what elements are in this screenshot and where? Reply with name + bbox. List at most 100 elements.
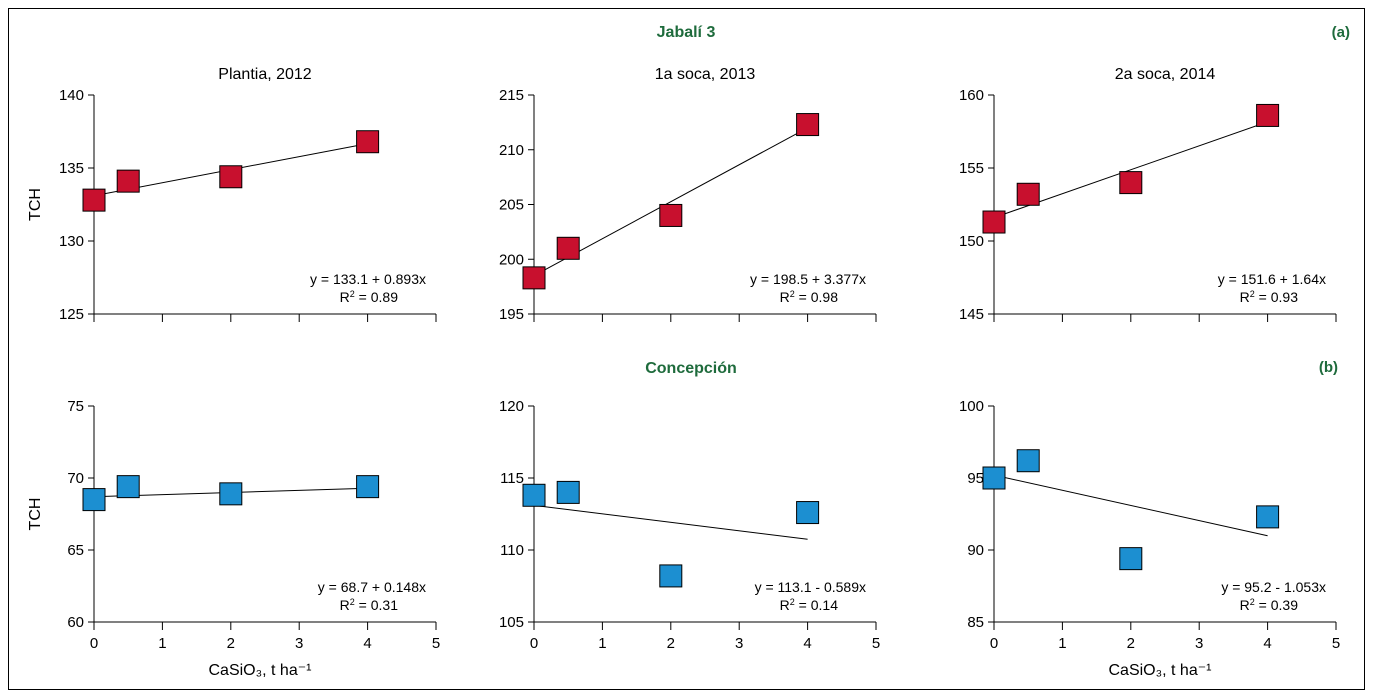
regression-equation: y = 133.1 + 0.893x bbox=[310, 271, 426, 287]
x-axis-label: CaSiO₃, t ha⁻¹ bbox=[209, 662, 312, 679]
data-point bbox=[556, 236, 580, 260]
panel-title: 2a soca, 2014 bbox=[1115, 66, 1216, 83]
x-tick-label: 4 bbox=[803, 635, 811, 652]
group-letter-a: (a) bbox=[1332, 24, 1350, 41]
regression-equation: y = 151.6 + 1.64x bbox=[1218, 271, 1326, 287]
r-squared-label: R2 = 0.89 bbox=[340, 289, 399, 305]
chart-panel-6: 85 90 95 100 0 1 2 3 4 5 CaSiO₃, t ha⁻¹ y = 95.2 - … bbox=[959, 398, 1340, 679]
chart-panel-2: 195 200 205 210 215 1a soca, 2013 y = 198.5 + … bbox=[499, 66, 877, 323]
data-point bbox=[796, 501, 820, 525]
y-tick-label: 195 bbox=[499, 306, 524, 323]
x-tick-label: 4 bbox=[1263, 635, 1271, 652]
x-tick-label: 3 bbox=[735, 635, 743, 652]
r-squared-label: R2 = 0.31 bbox=[340, 597, 399, 613]
y-tick-label: 65 bbox=[67, 542, 84, 559]
data-point bbox=[522, 266, 546, 290]
y-tick-label: 120 bbox=[499, 398, 524, 415]
data-point bbox=[1119, 547, 1143, 571]
x-tick-label: 2 bbox=[667, 635, 675, 652]
regression-equation: y = 198.5 + 3.377x bbox=[750, 271, 866, 287]
y-tick-label: 200 bbox=[499, 251, 524, 268]
regression-equation: y = 68.7 + 0.148x bbox=[318, 579, 426, 595]
r-squared-label: R2 = 0.39 bbox=[1240, 597, 1299, 613]
y-tick-label: 100 bbox=[959, 398, 984, 415]
data-point bbox=[1119, 171, 1143, 195]
data-point bbox=[1256, 505, 1280, 529]
data-point bbox=[219, 482, 243, 506]
x-tick-label: 5 bbox=[872, 635, 880, 652]
x-tick-label: 4 bbox=[363, 635, 371, 652]
r-squared-label: R2 = 0.93 bbox=[1240, 289, 1299, 305]
x-tick-label: 5 bbox=[1332, 635, 1340, 652]
data-point bbox=[1016, 449, 1040, 473]
group-letter-b: (b) bbox=[1319, 359, 1338, 376]
data-point bbox=[522, 483, 546, 507]
r-squared-label: R2 = 0.98 bbox=[780, 289, 839, 305]
figure-frame bbox=[8, 8, 1365, 690]
y-tick-label: 85 bbox=[967, 614, 984, 631]
chart-panel-1: 125 130 135 140 Plantia, 2012 TCH y = 133.1 + … bbox=[27, 66, 437, 323]
chart-panel-5: 105 110 115 120 0 1 2 3 4 5 y = 113.1 - 0.589x R2 =… bbox=[499, 398, 880, 652]
regression-line bbox=[993, 474, 1268, 537]
y-tick-label: 90 bbox=[967, 542, 984, 559]
x-tick-label: 2 bbox=[227, 635, 235, 652]
data-point bbox=[982, 466, 1006, 490]
x-tick-label: 0 bbox=[990, 635, 998, 652]
data-point bbox=[116, 475, 140, 499]
y-tick-label: 210 bbox=[499, 142, 524, 159]
regression-equation: y = 95.2 - 1.053x bbox=[1221, 579, 1326, 595]
y-tick-label: 145 bbox=[959, 306, 984, 323]
chart-panel-3: 145 150 155 160 2a soca, 2014 y = 151.6 + 1.6… bbox=[959, 66, 1337, 323]
data-point bbox=[796, 113, 820, 137]
data-point bbox=[82, 188, 106, 212]
x-tick-label: 3 bbox=[1195, 635, 1203, 652]
regression-line bbox=[533, 504, 808, 540]
y-tick-label: 155 bbox=[959, 160, 984, 177]
data-point bbox=[659, 564, 683, 588]
x-tick-label: 1 bbox=[598, 635, 606, 652]
y-tick-label: 105 bbox=[499, 614, 524, 631]
panel-title: 1a soca, 2013 bbox=[655, 66, 756, 83]
group-title-a: Jabalí 3 bbox=[657, 24, 716, 41]
panel-title: Plantia, 2012 bbox=[218, 66, 312, 83]
y-tick-label: 140 bbox=[59, 87, 84, 104]
x-tick-label: 0 bbox=[530, 635, 538, 652]
data-point bbox=[82, 488, 106, 512]
y-tick-label: 60 bbox=[67, 614, 84, 631]
y-tick-label: 115 bbox=[500, 470, 524, 487]
regression-equation: y = 113.1 - 0.589x bbox=[755, 579, 866, 595]
x-axis-label: CaSiO₃, t ha⁻¹ bbox=[1109, 662, 1212, 679]
x-tick-label: 0 bbox=[90, 635, 98, 652]
chart-panel-4: 60 65 70 75 0 1 2 3 4 5 TCH CaSiO₃, t ha⁻¹ y = 68.7 … bbox=[27, 398, 440, 679]
data-point bbox=[1256, 103, 1280, 127]
data-point bbox=[219, 165, 243, 189]
y-tick-label: 215 bbox=[499, 87, 524, 104]
y-tick-label: 130 bbox=[59, 233, 84, 250]
data-point bbox=[356, 475, 380, 499]
y-axis-label: TCH bbox=[27, 498, 44, 531]
x-tick-label: 1 bbox=[1058, 635, 1066, 652]
y-tick-label: 70 bbox=[67, 470, 84, 487]
y-tick-label: 135 bbox=[59, 160, 84, 177]
y-tick-label: 205 bbox=[499, 197, 524, 214]
x-tick-label: 5 bbox=[432, 635, 440, 652]
group-title-b: Concepción bbox=[645, 360, 737, 377]
y-tick-label: 75 bbox=[67, 398, 84, 415]
data-point bbox=[556, 480, 580, 504]
y-axis-label: TCH bbox=[27, 188, 44, 221]
x-tick-label: 3 bbox=[295, 635, 303, 652]
y-tick-label: 125 bbox=[59, 306, 84, 323]
r-squared-label: R2 = 0.14 bbox=[780, 597, 839, 613]
x-tick-label: 1 bbox=[158, 635, 166, 652]
data-point bbox=[116, 169, 140, 193]
data-point bbox=[356, 130, 380, 154]
y-tick-label: 150 bbox=[959, 233, 984, 250]
data-point bbox=[659, 203, 683, 227]
data-point bbox=[1016, 182, 1040, 206]
data-point bbox=[982, 210, 1006, 234]
y-tick-label: 110 bbox=[500, 542, 524, 559]
x-tick-label: 2 bbox=[1127, 635, 1135, 652]
